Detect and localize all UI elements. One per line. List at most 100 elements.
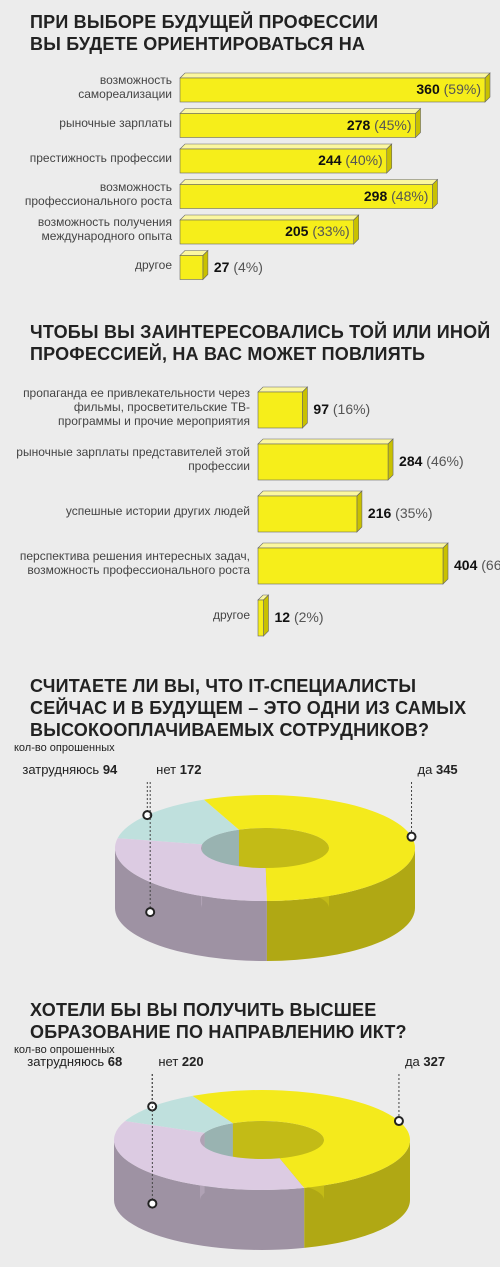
bar: [179, 255, 204, 280]
bar-side: [442, 542, 449, 585]
chart-title: ВЫ БУДЕТЕ ОРИЕНТИРОВАТЬСЯ НА: [30, 34, 366, 54]
bar: [257, 547, 444, 585]
value-count: 12: [274, 609, 291, 625]
bar-top: [179, 143, 393, 150]
bar: [179, 148, 388, 174]
donut-segment: [192, 1090, 411, 1188]
chart-subtitle: кол-во опрошенных: [14, 742, 115, 754]
value-label: 278 (45%): [347, 117, 412, 133]
value-share: (16%): [332, 401, 371, 417]
value-label: 27 (4%): [214, 259, 263, 275]
bar-side: [263, 594, 269, 637]
data-label: затрудняюсь 94: [22, 762, 117, 777]
value-count: 360: [416, 81, 440, 97]
bar-top: [179, 214, 360, 221]
bar: [257, 495, 358, 533]
donut-outer-wall: [266, 848, 415, 961]
category-label: возможность профессионального роста: [24, 179, 172, 208]
value-count: 27: [213, 258, 230, 275]
value-count: 284: [399, 453, 423, 469]
bar-side: [415, 107, 421, 139]
chart-title: ХОТЕЛИ БЫ ВЫ ПОЛУЧИТЬ ВЫСШЕЕ: [30, 1000, 377, 1020]
chart-title: ПРИ ВЫБОРЕ БУДУЩЕЙ ПРОФЕССИИ: [30, 12, 379, 32]
bar: [257, 599, 264, 637]
callout-dot: [147, 1198, 158, 1209]
chart-subtitle: кол-во опрошенных: [14, 1044, 115, 1056]
bar-top: [179, 72, 491, 79]
value-label: 205 (33%): [285, 223, 350, 239]
value-label: 284 (46%): [399, 453, 464, 469]
chart-title: ЧТОБЫ ВЫ ЗАИНТЕРЕСОВАЛИСЬ ТОЙ ИЛИ ИНОЙ: [30, 322, 491, 342]
category-name: нет: [158, 1054, 179, 1069]
category-label: успешные истории других людей: [65, 504, 250, 519]
category-label: пропаганда ее привлекательности через фи…: [23, 386, 250, 428]
category-label: рыночные зарплаты: [59, 115, 172, 130]
bar-top: [257, 438, 394, 445]
bar-side: [386, 143, 393, 174]
data-label: да 345: [418, 762, 458, 777]
value-count: 327: [423, 1054, 446, 1069]
bar: [257, 391, 303, 429]
category-label: рыночные зарплаты представителей этой пр…: [16, 445, 250, 473]
value-count: 94: [102, 762, 118, 777]
donut-outer-wall: [304, 1140, 410, 1248]
value-count: 220: [181, 1054, 204, 1069]
bar-top: [257, 490, 363, 497]
chart-title: ОБРАЗОВАНИЕ ПО НАПРАВЛЕНИЮ ИКТ?: [30, 1022, 407, 1042]
donut-segment: [113, 1121, 305, 1190]
value-count: 244: [318, 152, 342, 168]
value-share: (46%): [426, 453, 464, 469]
value-count: 172: [179, 762, 202, 777]
donut-segment: [203, 795, 415, 901]
category-name: нет: [156, 762, 177, 777]
value-share: (40%): [345, 152, 383, 168]
callout-dot: [406, 831, 417, 842]
bar-top: [257, 386, 309, 393]
value-count: 298: [363, 187, 388, 204]
bar-side: [202, 249, 209, 281]
chart-title: ПРОФЕССИЕЙ, НА ВАС МОЖЕТ ПОВЛИЯТЬ: [30, 344, 426, 364]
value-label: 97 (16%): [313, 401, 370, 417]
donut-outer-wall: [114, 1140, 305, 1250]
callout-dot: [142, 810, 153, 821]
bar-top: [179, 108, 422, 114]
bar-top: [257, 542, 449, 549]
value-count: 278: [346, 116, 371, 133]
value-count: 205: [285, 223, 309, 239]
value-label: 298 (48%): [364, 188, 429, 204]
chart-title: СЧИТАЕТЕ ЛИ ВЫ, ЧТО IT-СПЕЦИАЛИСТЫ: [30, 676, 417, 696]
category-label: другое: [134, 257, 172, 272]
category-label: возможность самореализации: [78, 73, 172, 101]
value-share: (2%): [293, 609, 324, 625]
value-label: 244 (40%): [318, 152, 383, 168]
value-share: (4%): [233, 258, 263, 275]
value-label: 12 (2%): [274, 609, 323, 625]
category-name: да: [404, 1054, 420, 1069]
bar-side: [356, 490, 363, 533]
data-label: затрудняюсь 68: [27, 1054, 122, 1069]
value-share: (66%): [481, 557, 500, 573]
bar-side: [432, 178, 438, 210]
category-label: возможность получения международного опы…: [37, 215, 172, 243]
value-count: 404: [454, 557, 478, 573]
chart-title: ВЫСОКООПЛАЧИВАЕМЫХ СОТРУДНИКОВ?: [30, 720, 430, 740]
callout-dot: [393, 1116, 404, 1127]
data-label: нет 220: [158, 1054, 203, 1069]
value-label: 360 (59%): [416, 81, 481, 97]
value-share: (45%): [374, 116, 412, 133]
bar-side: [353, 214, 359, 245]
category-name: затрудняюсь: [27, 1054, 105, 1069]
value-label: 216 (35%): [368, 505, 433, 521]
value-share: (59%): [443, 81, 481, 97]
value-count: 216: [367, 505, 392, 521]
category-name: да: [417, 762, 433, 777]
category-label: престижность профессии: [29, 151, 172, 166]
bar: [179, 77, 486, 103]
callout-dot: [145, 907, 156, 918]
value-count: 345: [435, 762, 458, 777]
bar-side: [302, 386, 308, 429]
category-label: перспектива решения интересных задач, во…: [19, 549, 250, 577]
bar: [179, 113, 416, 138]
